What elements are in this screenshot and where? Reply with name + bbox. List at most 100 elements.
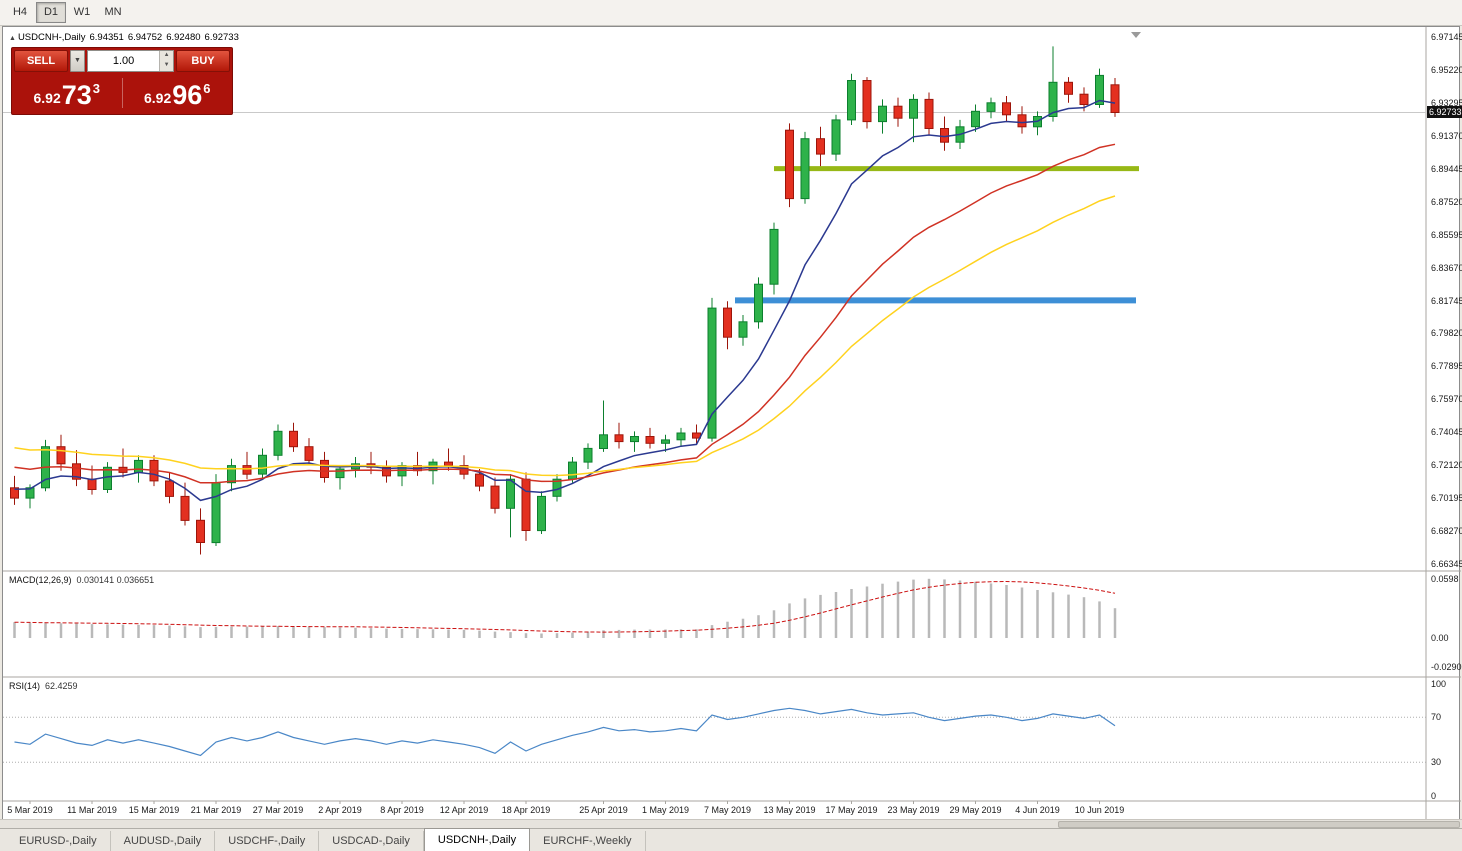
price-axis-label: 6.74045 [1431,427,1462,438]
candle-body [754,283,763,323]
rsi-axis-label: 100 [1431,678,1447,689]
sell-price-big: 73 [61,80,92,110]
candle-body [893,105,903,119]
symbol-marker-icon: ▲ [9,35,16,42]
price-axis-label: 6.66345 [1431,559,1462,570]
volume-dropdown-icon[interactable]: ▼ [70,50,85,72]
candle-body [227,465,236,484]
date-axis-label: 13 May 2019 [763,805,816,815]
buy-price[interactable]: 6.92 96 6 [125,74,231,112]
candle-body [986,102,996,112]
candle-body [785,129,794,200]
price-axis-label: 6.91370 [1431,130,1462,141]
horizontal-scrollbar[interactable] [0,819,1462,828]
timeframe-toolbar: H4 D1 W1 MN [0,0,1462,26]
candle-body [1064,81,1073,95]
candle-body [738,321,748,338]
chart-tab-audusddaily[interactable]: AUDUSD-,Daily [111,831,216,851]
macd-axis-label: 0.0598 [1431,573,1459,584]
price-axis-label: 6.79820 [1431,328,1462,339]
candle-body [134,459,143,473]
buy-price-prefix: 6.92 [143,90,172,106]
price-axis-label: 6.77895 [1431,361,1462,372]
candle-body [707,307,717,439]
macd-signal-line [14,580,1116,633]
spinner-up-icon[interactable]: ▲ [163,52,170,58]
candle-body [568,461,577,480]
candle-body [180,495,190,521]
chart-tab-usdchfdaily[interactable]: USDCHF-,Daily [215,831,320,851]
chart-tabs-bar: EURUSD-,Daily AUDUSD-,Daily USDCHF-,Daily U… [0,828,1462,851]
candle-body [831,119,841,155]
candle-body [475,473,484,487]
chart-tab-usdcnhdaily[interactable]: USDCNH-,Daily [423,828,531,851]
rsi-name: RSI(14) [9,681,41,691]
candle-body [56,446,66,465]
price-axis-label: 6.85595 [1431,229,1462,240]
timeframe-button-mn[interactable]: MN [104,6,122,18]
candle-body [924,98,934,130]
date-axis-label: 21 Mar 2019 [190,805,242,815]
buy-price-big: 96 [172,80,203,110]
candle-body [599,434,608,449]
date-axis-label: 8 Apr 2019 [380,805,424,815]
scrollbar-thumb[interactable] [1058,821,1460,828]
date-axis-label: 5 Mar 2019 [7,805,53,815]
candle-body [1048,81,1058,117]
rsi-line [14,707,1116,757]
chart-tab-usdcaddaily[interactable]: USDCAD-,Daily [319,831,424,851]
candle-body [165,480,174,497]
candle-body [661,439,670,444]
rsi-axis-label: 70 [1431,712,1442,723]
chart-canvas [3,27,1461,821]
candle-body [242,465,252,475]
chart-tab-eurchfweekly[interactable]: EURCHF-,Weekly [530,831,646,851]
sell-price[interactable]: 6.92 73 3 [14,74,120,112]
price-axis-label: 6.75970 [1431,394,1462,405]
chart-tab-eurusddaily[interactable]: EURUSD-,Daily [6,831,111,851]
candle-body [1079,93,1089,105]
buy-button[interactable]: BUY [176,50,230,72]
candle-body [382,466,391,477]
timeframe-button-h4[interactable]: H4 [12,6,28,18]
ma-fast-navy [14,99,1116,502]
candle-body [940,128,949,143]
candle-body [490,485,500,509]
date-axis-label: 4 Jun 2019 [1015,805,1060,815]
ohlc-high: 6.94752 [127,32,163,43]
timeframe-button-w1[interactable]: W1 [73,6,91,18]
macd-name: MACD(12,26,9) [9,575,72,585]
price-axis-label: 6.97145 [1431,32,1462,42]
date-axis-label: 7 May 2019 [703,805,752,815]
candle-body [103,466,112,490]
buy-price-sup: 6 [203,81,211,96]
candle-body [971,110,980,128]
candle-body [444,461,453,467]
candle-body [723,307,732,338]
price-axis-label: 6.95220 [1431,64,1462,75]
price-axis-label: 6.93295 [1431,97,1462,108]
spinner-down-icon[interactable]: ▼ [163,62,170,68]
chart-area[interactable]: ▲ USDCNH-,Daily 6.94351 6.94752 6.92480 6.927… [2,26,1462,821]
timeframe-button-d1[interactable]: D1 [36,2,66,23]
volume-field: ▲ ▼ [87,50,174,72]
candle-body [847,80,856,121]
candle-body [304,446,314,461]
volume-input[interactable] [88,51,160,71]
macd-values: 0.030141 0.036651 [76,575,155,585]
candle-body [258,454,267,475]
candle-body [614,434,624,443]
sell-button[interactable]: SELL [14,50,68,72]
macd-axis-label: -0.0290 [1431,661,1462,672]
date-axis-label: 18 Apr 2019 [501,805,551,815]
date-axis-label: 27 Mar 2019 [252,805,304,815]
candle-body [645,436,655,444]
date-axis-label: 2 Apr 2019 [318,805,362,815]
candle-body [862,80,872,123]
candle-body [25,487,35,499]
candle-body [878,105,887,123]
chart-shift-marker-icon [1131,32,1141,38]
candle-body [816,138,825,155]
candle-body [320,459,329,478]
price-axis-label: 6.87520 [1431,196,1462,207]
